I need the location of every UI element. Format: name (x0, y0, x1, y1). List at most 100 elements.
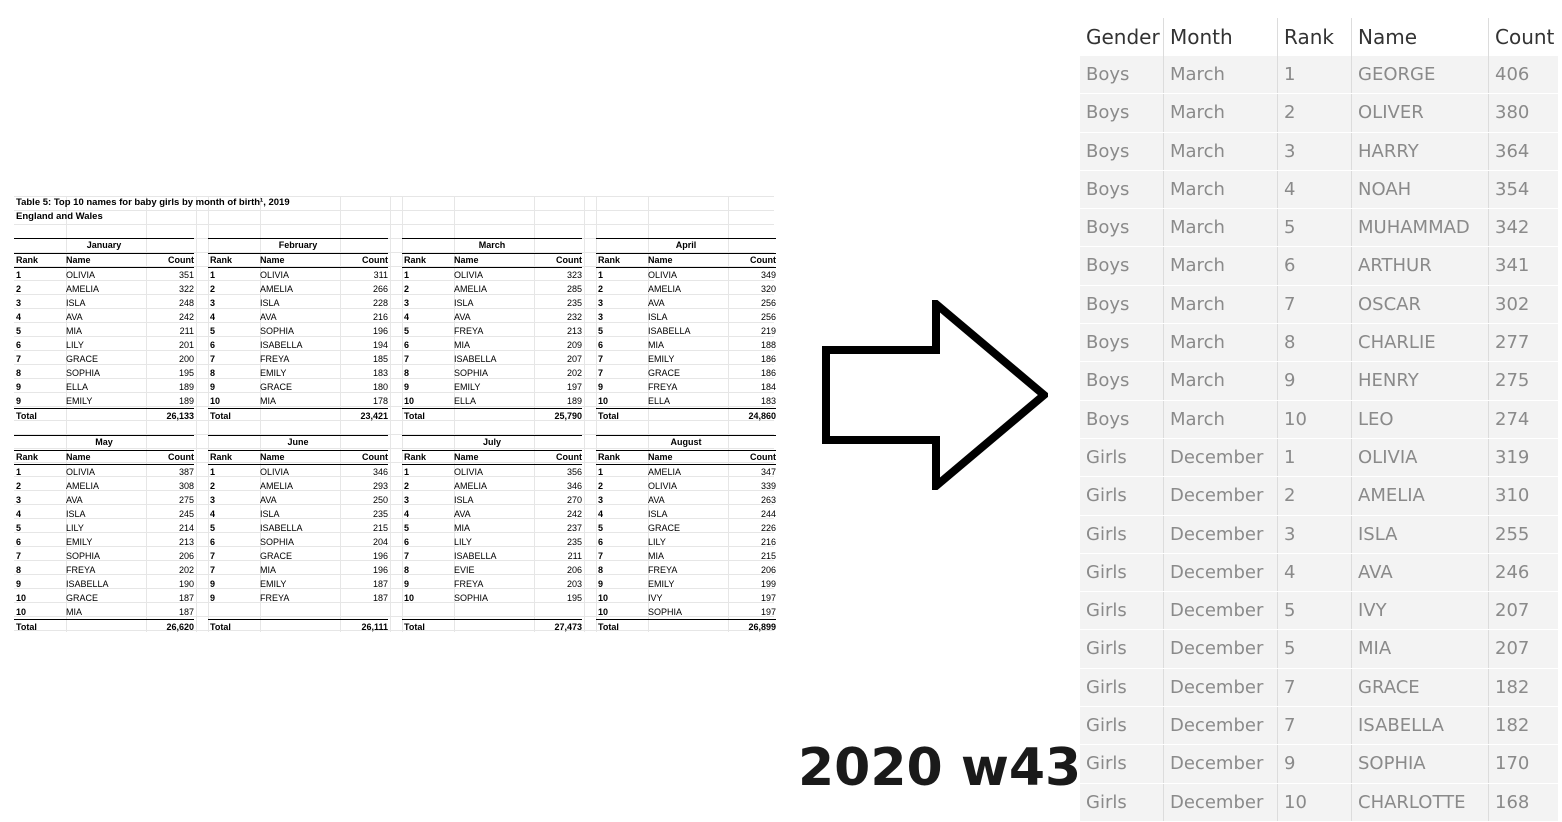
rank-cell: 6 (210, 537, 216, 547)
count-cell: 285 (566, 284, 582, 294)
gender-cell: Boys (1080, 285, 1164, 324)
name-cell: LILY (66, 340, 84, 350)
month-header: May (14, 435, 194, 451)
name-cell: ISABELLA (454, 354, 497, 364)
name-cell: EMILY (66, 537, 93, 547)
table-row: 5 ISABELLA 215 (208, 521, 388, 535)
name-cell: FREYA (66, 565, 96, 575)
column-header-name: Name (648, 255, 673, 265)
count-cell: 207 (566, 354, 582, 364)
rank-cell: 9 (16, 396, 22, 406)
count-cell: 196 (372, 565, 388, 575)
rank-cell (208, 605, 260, 619)
table-row: 9 FREYA 203 (402, 577, 582, 591)
name-cell: AMELIA (454, 481, 488, 491)
name-cell: SOPHIA (66, 368, 101, 378)
month-cell: December (1164, 477, 1278, 515)
rank-cell: 3 (210, 298, 216, 308)
table-row: 2 AMELIA 293 (208, 479, 388, 493)
month-cell: December (1164, 630, 1278, 668)
gender-cell: Girls (1080, 668, 1164, 707)
table-row: 1 AMELIA 347 (596, 465, 776, 479)
count-cell: 204 (372, 537, 388, 547)
count-cell: 186 (760, 368, 776, 378)
count-cell: 189 (566, 396, 582, 406)
count-cell: 263 (760, 495, 776, 505)
count-cell: 200 (178, 354, 194, 364)
month-header: January (14, 238, 194, 254)
count-cell: 187 (178, 607, 194, 617)
rank-cell: 10 (598, 593, 609, 603)
month-header: February (208, 238, 388, 254)
count-cell: 274 (1495, 408, 1530, 430)
name-cell: MIA (66, 607, 83, 617)
table-row: 5 FREYA 213 (402, 324, 582, 338)
count-cell: 339 (760, 481, 776, 491)
name-cell: GRACE (66, 593, 99, 603)
month-cell: March (1164, 170, 1278, 209)
rank-cell: 2 (598, 284, 604, 294)
rank-cell: 3 (210, 495, 216, 505)
name-cell: MIA (454, 523, 471, 533)
table-row: 7 ISABELLA 211 (402, 549, 582, 563)
count-cell: 195 (566, 593, 582, 603)
table-row: 4 ISLA 235 (208, 507, 388, 521)
name-cell: ISLA (648, 509, 668, 519)
total-row: Total 26,899 (596, 619, 776, 634)
rank-cell: 6 (210, 340, 216, 350)
count-cell: 242 (178, 312, 194, 322)
name-cell (260, 605, 340, 619)
rank-cell: 2 (1278, 94, 1352, 132)
name-cell: SOPHIA (454, 593, 489, 603)
month-block-january: January Rank Name Count 1 OLIVIA 351 2 AMELIA 322… (14, 238, 194, 423)
count-cell: 190 (178, 579, 194, 589)
gender-cell: Boys (1080, 170, 1164, 209)
table-row: 3 ISLA 270 (402, 493, 582, 507)
column-header-name: Name (260, 255, 285, 265)
rank-cell: 1 (210, 270, 216, 280)
total-spacer (66, 620, 146, 634)
table-row: 5 SOPHIA 196 (208, 324, 388, 338)
name-cell: ISABELLA (648, 326, 691, 336)
rank-cell: 2 (16, 481, 22, 491)
name-cell: MIA (66, 326, 83, 336)
table-row: 6 SOPHIA 204 (208, 535, 388, 549)
name-cell: IVY (648, 593, 663, 603)
table-row: Boys March 9 HENRY 275 (1080, 362, 1558, 401)
column-header-rank: Rank (598, 452, 621, 462)
name-cell: GRACE (66, 354, 99, 364)
table-row: 8 EMILY 183 (208, 366, 388, 380)
table-row: Girls December 10 CHARLOTTE 168 (1080, 783, 1558, 822)
name-cell: SOPHIA (648, 607, 683, 617)
count-cell: 180 (372, 382, 388, 392)
column-header-rank: Rank (16, 452, 39, 462)
column-header-row: Rank Name Count (14, 451, 194, 465)
name-cell: ELLA (648, 396, 671, 406)
table-row: 8 SOPHIA 195 (14, 366, 194, 380)
name-cell: AVA (648, 495, 665, 505)
count-cell: 266 (372, 284, 388, 294)
rank-cell: 8 (1278, 324, 1352, 362)
total-spacer (648, 620, 728, 634)
table-row: Boys March 4 NOAH 354 (1080, 170, 1558, 210)
name-cell: SOPHIA (1352, 745, 1489, 783)
count-cell: 211 (567, 551, 582, 561)
rank-cell: 10 (598, 396, 609, 406)
name-cell: ISLA (1352, 515, 1489, 553)
rank-cell: 10 (1278, 783, 1352, 821)
count-cell: 183 (372, 368, 388, 378)
name-cell (454, 605, 534, 619)
table-row: 5 MIA 237 (402, 521, 582, 535)
count-cell: 226 (760, 523, 776, 533)
name-cell: EMILY (260, 368, 287, 378)
count-cell: 206 (760, 565, 776, 575)
table-row: 8 EVIE 206 (402, 563, 582, 577)
column-header-name: Name (648, 452, 673, 462)
rank-cell: 7 (1278, 285, 1352, 324)
column-header-count: Count (362, 255, 388, 265)
name-cell: FREYA (454, 326, 484, 336)
table-row: 4 AVA 216 (208, 310, 388, 324)
name-cell: ISABELLA (454, 551, 497, 561)
name-cell: ELLA (66, 382, 89, 392)
rank-cell: 2 (16, 284, 22, 294)
